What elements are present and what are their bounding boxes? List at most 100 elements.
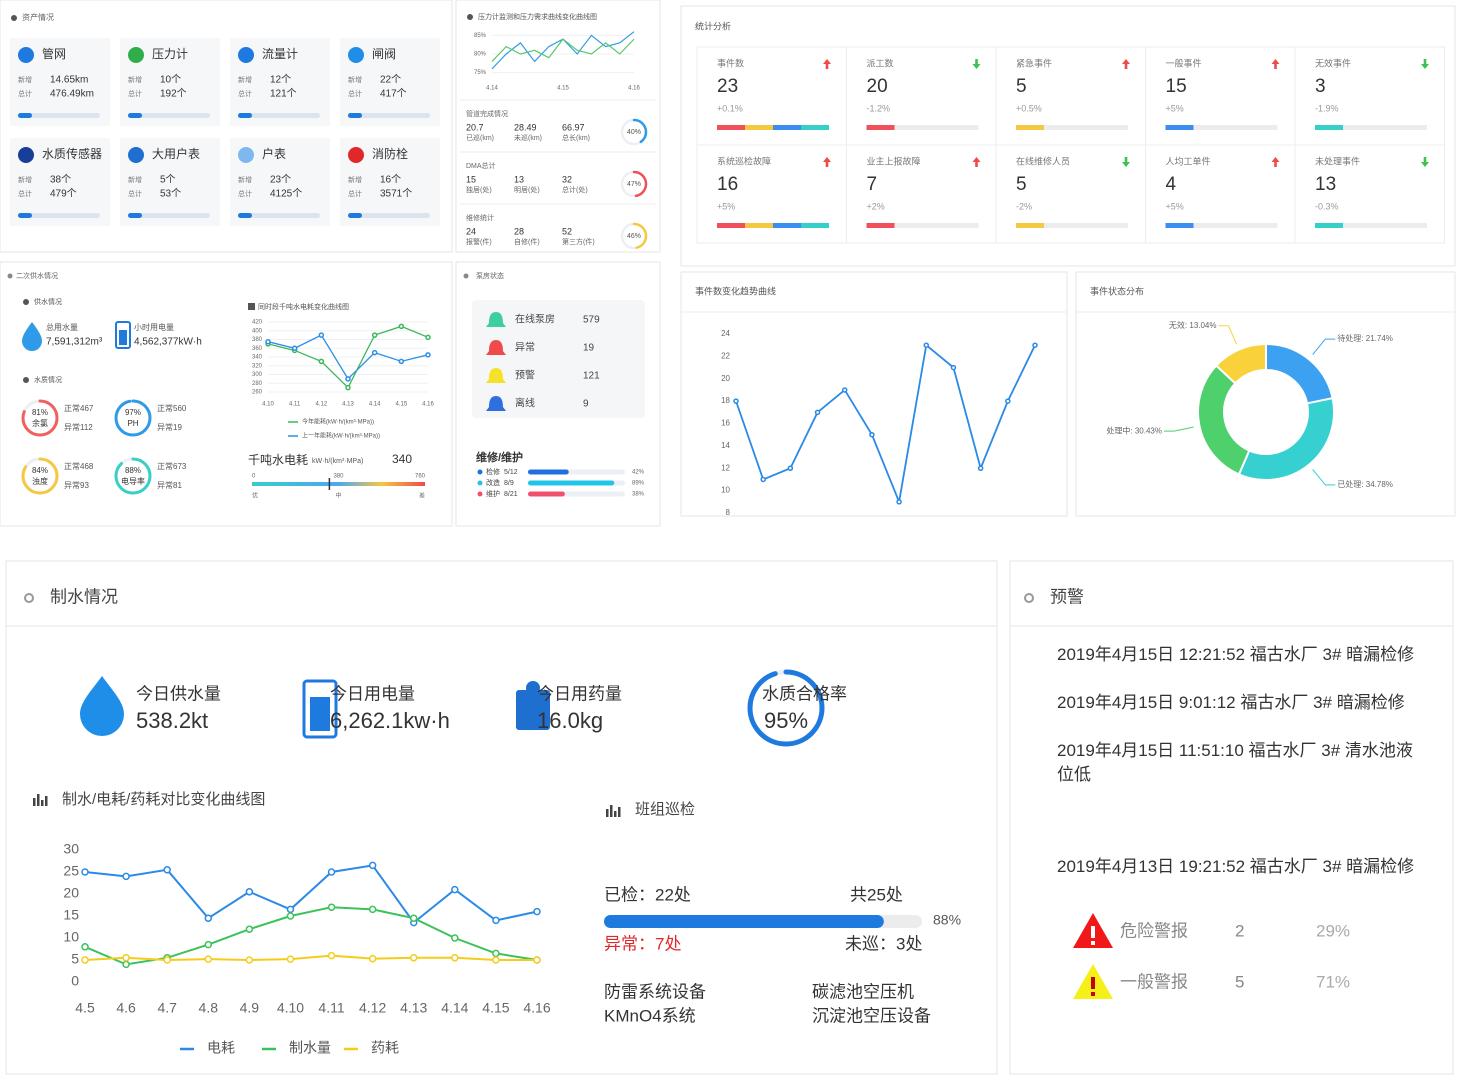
row-label: 已巡(km) [466, 133, 494, 142]
label-leader [1218, 325, 1237, 345]
stat-name: 未处理事件 [1315, 155, 1360, 166]
donut-segment [1237, 396, 1335, 481]
repair-bar [528, 469, 569, 475]
donut-segment [1214, 342, 1267, 385]
x-tick-label: 4.16 [422, 402, 434, 408]
data-point [451, 954, 459, 962]
stat-name: 事件数 [717, 57, 744, 68]
patrol-item: KMnO4系统 [604, 1006, 696, 1025]
quality-abnormal: 异常81 [157, 481, 182, 490]
stat-change: -1.2% [867, 103, 891, 113]
warning-dot [1091, 992, 1095, 996]
patrol-item: 沉淀池空压设备 [812, 1006, 931, 1025]
asset-label: 总计 [128, 189, 142, 198]
quality-abnormal: 异常93 [64, 481, 89, 490]
y-tick-label: 360 [252, 346, 263, 352]
asset-new: 14.65km [50, 75, 88, 86]
data-point [451, 934, 459, 942]
kpi-label: 今日用电量 [330, 684, 415, 703]
gauge-tick: 760 [415, 474, 426, 480]
patrol-unchecked: 未巡：3处 [845, 934, 922, 953]
ring-name: 电导率 [121, 476, 145, 486]
data-point [533, 956, 541, 964]
stat-change: -0.3% [1315, 201, 1339, 211]
ring-label: 46% [627, 233, 641, 240]
arrow-up [1271, 157, 1280, 167]
panel-title: 泵房状态 [476, 271, 504, 280]
title-icon [23, 377, 29, 383]
gauge-tick: 0 [252, 474, 256, 480]
y-tick-label: 280 [252, 381, 263, 387]
progress-fill [348, 113, 362, 118]
x-tick-label: 4.15 [482, 1000, 509, 1016]
label-leader [1312, 469, 1336, 486]
arrow-up [823, 157, 831, 167]
y-tick-label: 12 [721, 463, 730, 472]
row-value: 66.97 [562, 122, 585, 132]
data-point [245, 888, 254, 896]
stat-value: 4 [1166, 174, 1177, 195]
quality-abnormal: 异常19 [157, 423, 182, 432]
panel-title: 二次供水情况 [16, 271, 58, 280]
bell-icon [486, 396, 506, 411]
row-label: 第三方(件) [562, 237, 595, 246]
y-tick-label: 25 [63, 863, 79, 879]
supply-label: 小时用电量 [134, 322, 174, 332]
data-point [492, 956, 500, 964]
arrow-down [1421, 157, 1429, 167]
data-point [204, 914, 213, 922]
data-point [869, 431, 875, 438]
chart-icon [37, 794, 40, 806]
section-title: 班组巡检 [635, 801, 695, 818]
stat-value: 16 [717, 174, 738, 195]
pump-value: 19 [583, 343, 595, 354]
alert-level: 危险警报 [1120, 921, 1188, 940]
y-tick-label: 320 [252, 363, 263, 369]
x-tick-label: 4.13 [342, 402, 354, 408]
x-tick-label: 4.12 [359, 1000, 386, 1016]
kpi-value: 538.2kt [136, 708, 208, 733]
x-tick-label: 4.7 [157, 1000, 177, 1016]
data-point [286, 955, 295, 963]
data-point [398, 358, 405, 365]
stat-fill [1016, 223, 1044, 228]
asset-new: 22个 [380, 74, 401, 86]
data-point [318, 332, 325, 338]
data-point [451, 885, 459, 894]
row-title: 维修统计 [466, 213, 494, 222]
legend-label: 电耗 [207, 1040, 235, 1056]
stat-fill [717, 125, 745, 130]
x-tick-label: 4.13 [400, 1000, 427, 1016]
data-point [327, 951, 336, 960]
title-icon [7, 273, 13, 279]
section-title: 供水情况 [34, 297, 62, 306]
title-icon [463, 273, 469, 279]
y-tick-label: 0 [71, 973, 79, 989]
ring-name: 浊度 [32, 476, 48, 486]
ring-label: 47% [627, 181, 641, 188]
asset-new: 16个 [380, 174, 401, 186]
x-tick-label: 4.5 [75, 1000, 95, 1016]
label-leader [1163, 426, 1194, 432]
x-tick-label: 4.11 [289, 402, 301, 408]
asset-total: 417个 [380, 88, 407, 100]
asset-label: 总计 [18, 89, 32, 98]
asset-label: 总计 [128, 89, 142, 98]
asset-name: 压力计 [152, 47, 188, 61]
x-tick-label: 4.6 [116, 1000, 136, 1016]
warning-bang [1091, 977, 1095, 989]
pump-box [472, 300, 645, 418]
data-point [841, 387, 848, 393]
asset-total: 53个 [160, 188, 181, 200]
data-point [896, 499, 902, 505]
stat-change: +0.5% [1016, 103, 1042, 113]
y-tick-label: 10 [721, 486, 730, 495]
alert-level: 一般警报 [1120, 972, 1188, 991]
supply-label: 总用水量 [46, 322, 78, 332]
row-label: 独居(处) [466, 185, 492, 194]
asset-label: 新增 [18, 75, 32, 84]
data-point [409, 954, 418, 962]
patrol-percent: 88% [933, 912, 961, 928]
progress-fill [128, 113, 142, 118]
